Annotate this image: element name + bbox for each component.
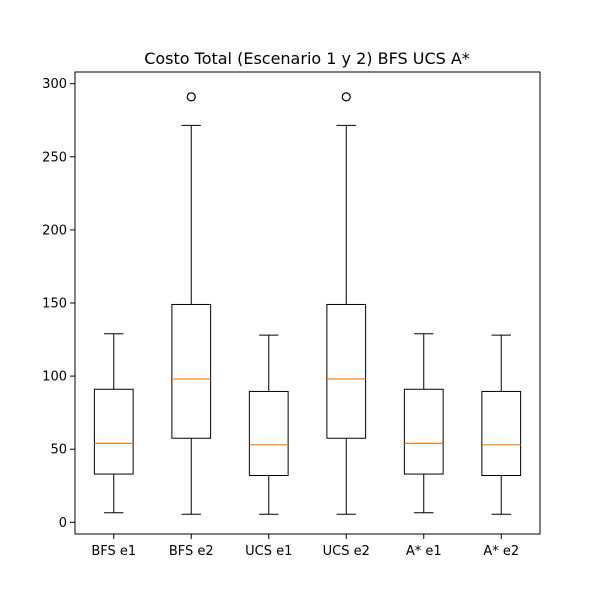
y-tick-label: 150	[42, 297, 67, 312]
chart-title: Costo Total (Escenario 1 y 2) BFS UCS A*	[144, 49, 470, 68]
box-iqr	[248, 390, 289, 477]
outlier-point	[341, 92, 351, 102]
outlier-point	[186, 92, 196, 102]
box-iqr	[326, 303, 367, 439]
x-tick-label: A* e2	[483, 544, 519, 559]
x-tick-label: BFS e2	[169, 544, 214, 559]
y-tick-label: 300	[42, 77, 67, 92]
y-tick-label: 200	[42, 223, 67, 238]
plot-frame	[74, 71, 541, 535]
x-tick-label: UCS e1	[245, 544, 292, 559]
x-tick-label: UCS e2	[323, 544, 370, 559]
box-iqr	[403, 388, 444, 475]
y-tick-label: 50	[50, 443, 67, 458]
x-tick-label: A* e1	[406, 544, 442, 559]
box-iqr	[93, 388, 134, 475]
box-iqr	[481, 390, 522, 477]
plot-marks: 0 50 100 150 200 250 300 BFS e1 BFS e2 UCS e1 UCS …	[42, 77, 522, 559]
y-tick-label: 250	[42, 150, 67, 165]
x-tick-label: BFS e1	[91, 544, 136, 559]
y-tick-label: 0	[59, 516, 67, 531]
y-tick-label: 100	[42, 370, 67, 385]
box-iqr	[171, 303, 212, 439]
